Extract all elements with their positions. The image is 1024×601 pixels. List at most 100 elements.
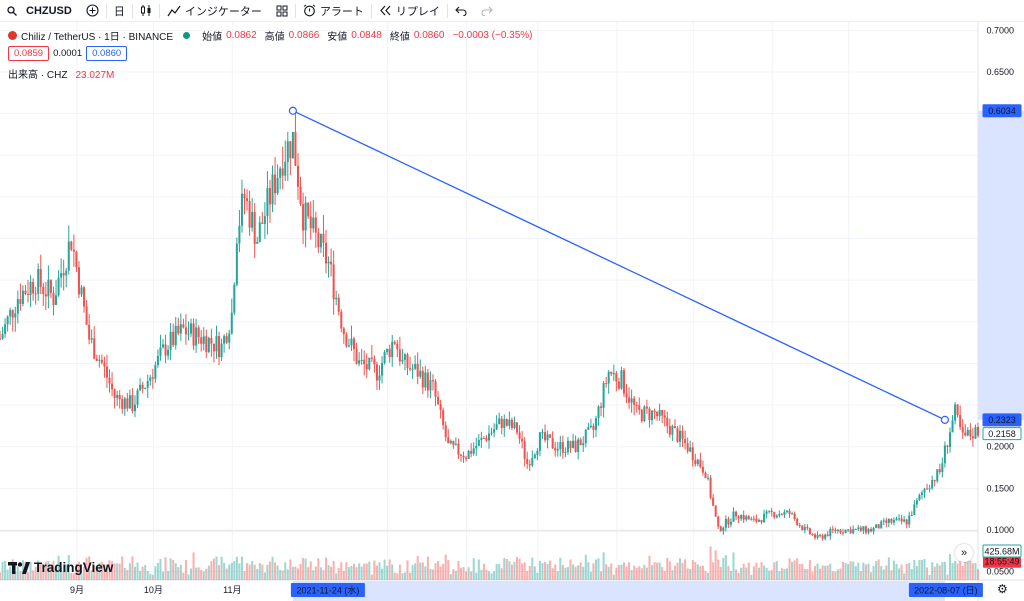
volume-bar [118, 563, 121, 580]
open-label: 始値 [202, 32, 223, 43]
volume-label[interactable]: 出来高 · CHZ [8, 70, 68, 81]
candle-body [363, 359, 366, 365]
candle-body [969, 429, 972, 437]
candle-body [439, 404, 442, 411]
volume-bar [633, 565, 636, 580]
candle-body [895, 518, 898, 521]
candle-body [605, 383, 608, 385]
volume-bar [898, 568, 901, 580]
volume-bar [900, 564, 903, 580]
indicators-button[interactable]: インジケーター [160, 0, 269, 22]
volume-bar [426, 556, 429, 580]
candle-body [946, 445, 949, 447]
alert-button[interactable]: アラート [296, 0, 371, 22]
candle-body [11, 310, 14, 318]
candle-body [26, 294, 30, 296]
candle-body [243, 193, 246, 199]
candle-body [592, 425, 595, 430]
volume-bar [416, 555, 419, 580]
candle-body [885, 520, 888, 523]
redo-button[interactable] [474, 0, 500, 22]
candle-body [681, 430, 684, 439]
candle-body [923, 488, 926, 493]
candle-body [449, 440, 452, 444]
candle-body [900, 518, 903, 522]
volume-bar [503, 558, 506, 580]
candle-body [65, 270, 68, 276]
candle-body [184, 327, 187, 335]
candle-body [696, 459, 699, 465]
replay-button[interactable]: リプレイ [372, 0, 447, 22]
settings-button[interactable]: ⚙ [997, 582, 1008, 596]
volume-bar [976, 569, 980, 580]
volume-bar [93, 565, 96, 580]
volume-bar [890, 570, 893, 580]
volume-bar [233, 561, 236, 580]
volume-bar [592, 563, 595, 580]
time-tick-label: 9月 [70, 585, 84, 595]
compare-button[interactable] [79, 0, 106, 22]
volume-bar [49, 566, 52, 580]
candle-body [225, 336, 228, 343]
candle-body [156, 355, 159, 366]
candle-body [0, 338, 2, 340]
candle-body [579, 439, 582, 446]
candle-body [307, 202, 310, 217]
candle-body [961, 427, 964, 433]
candle-body [928, 488, 931, 490]
tradingview-logo[interactable]: TradingView [8, 560, 113, 575]
volume-bar [844, 563, 847, 580]
volume-bar [200, 570, 203, 580]
volume-bar [184, 560, 187, 580]
candle-body [673, 426, 676, 429]
scroll-to-realtime-button[interactable]: » [955, 544, 973, 562]
volume-bar [177, 567, 180, 580]
volume-bar [439, 566, 442, 580]
volume-bar [121, 556, 124, 580]
volume-bar [26, 572, 30, 580]
candle-body [322, 233, 325, 243]
interval-button[interactable]: 日 [107, 0, 132, 22]
undo-button[interactable] [448, 0, 474, 22]
sell-button[interactable]: 0.0859 [8, 46, 50, 61]
symbol-search[interactable]: CHZUSD [0, 0, 79, 22]
candle-body [518, 432, 521, 439]
candle-body [187, 333, 190, 335]
candle-body [796, 519, 799, 526]
candle-body [133, 404, 137, 412]
volume-bar [666, 557, 669, 580]
volume-bar [582, 566, 585, 580]
candle-body [602, 383, 605, 408]
volume-bar [745, 567, 748, 580]
candle-body [701, 467, 704, 473]
volume-bar [358, 563, 361, 580]
candle-body [841, 532, 845, 534]
candle-body [457, 443, 460, 455]
volume-bar [111, 561, 114, 580]
candle-body [824, 534, 827, 539]
volume-bar [235, 556, 238, 580]
volume-bar [834, 571, 837, 580]
buy-button[interactable]: 0.0860 [86, 46, 128, 61]
volume-bar [352, 563, 356, 580]
candle-body [556, 448, 559, 451]
candle-body [274, 174, 277, 194]
candle-body [763, 513, 766, 523]
candle-body [179, 324, 182, 334]
candle-body [633, 398, 636, 406]
candle-body [910, 515, 913, 517]
candle-body [745, 516, 748, 520]
series-name[interactable]: Chiliz / TetherUS · 1日 · BINANCE [21, 32, 174, 43]
volume-bar [533, 566, 536, 580]
volume-bar [931, 562, 934, 580]
volume-bar [821, 565, 824, 580]
candle-body [508, 419, 511, 426]
chart-type-button[interactable] [133, 0, 159, 22]
volume-bar [67, 555, 70, 580]
double-chevron-right-icon: » [960, 547, 968, 559]
volume-bar [70, 573, 73, 580]
volume-bar [192, 552, 195, 580]
layouts-button[interactable] [269, 0, 295, 22]
volume-bar [882, 569, 885, 580]
